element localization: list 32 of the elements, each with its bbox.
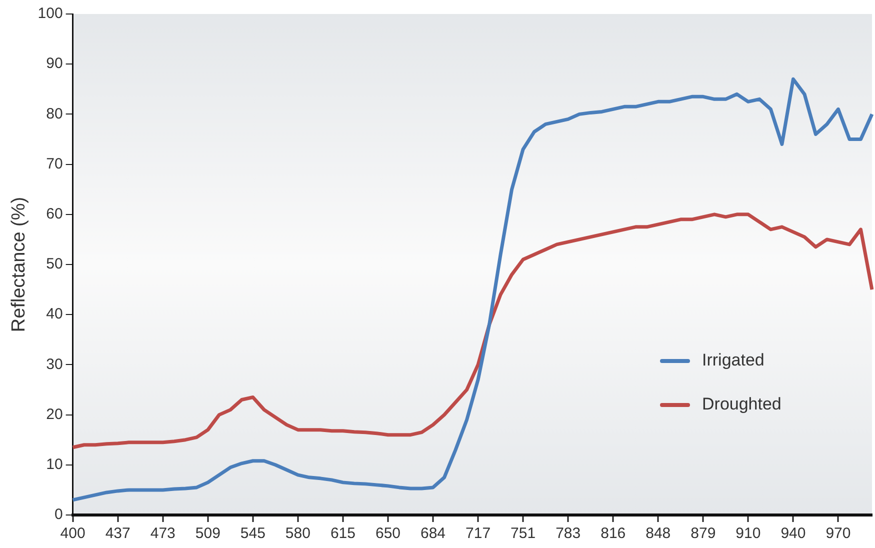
y-tick-label: 50 [46, 256, 63, 273]
x-tick-label: 615 [330, 525, 356, 542]
x-tick-label: 783 [556, 525, 581, 542]
x-tick-label: 545 [240, 525, 266, 542]
x-tick-label: 509 [195, 525, 220, 542]
x-tick-label: 437 [105, 525, 130, 542]
x-tick-label: 580 [285, 525, 310, 542]
x-tick-label: 684 [420, 525, 446, 542]
y-tick-label: 80 [46, 105, 63, 122]
y-tick-label: 100 [38, 5, 63, 22]
y-tick-label: 20 [46, 406, 63, 423]
y-tick-label: 60 [46, 206, 63, 223]
x-tick-label: 940 [780, 525, 806, 542]
x-tick-label: 970 [826, 525, 851, 542]
x-tick-label: 879 [690, 525, 716, 542]
x-tick-label: 473 [150, 525, 176, 542]
y-tick-label: 10 [46, 456, 63, 474]
x-tick-label: 816 [600, 525, 626, 542]
legend-label: Irrigated [702, 350, 764, 370]
legend-label: Droughted [702, 394, 782, 414]
x-tick-label: 717 [466, 525, 491, 542]
y-tick-label: 40 [46, 306, 63, 323]
x-tick-label: 650 [375, 525, 401, 542]
y-tick-label: 0 [54, 506, 63, 524]
x-tick-label: 400 [60, 525, 86, 542]
y-tick-label: 30 [46, 356, 63, 373]
y-axis-title: Reflectance (%) [8, 196, 30, 332]
x-tick-label: 848 [646, 525, 671, 542]
y-tick-label: 70 [46, 155, 63, 172]
y-tick-label: 90 [46, 55, 63, 72]
x-tick-label: 910 [736, 525, 761, 542]
x-tick-label: 751 [510, 525, 536, 542]
